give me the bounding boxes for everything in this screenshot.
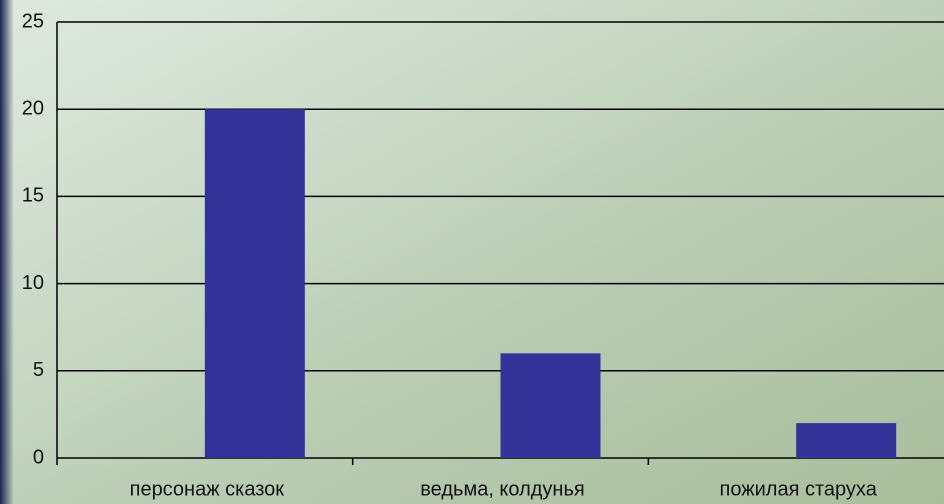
y-tick-label: 5 <box>33 359 44 381</box>
y-tick-label: 15 <box>22 185 44 207</box>
y-tick-label: 25 <box>22 10 44 32</box>
y-tick-label: 20 <box>22 97 44 119</box>
y-tick-label: 0 <box>33 446 44 468</box>
bar <box>796 423 897 458</box>
x-tick-label: персонаж сказок <box>130 478 285 500</box>
x-tick-label: ведьма, колдунья <box>420 478 584 500</box>
bar <box>204 109 305 458</box>
bar <box>500 353 601 458</box>
background-edge <box>0 0 14 504</box>
y-tick-label: 10 <box>22 272 44 294</box>
x-tick-label: пожилая старуха <box>720 478 878 500</box>
